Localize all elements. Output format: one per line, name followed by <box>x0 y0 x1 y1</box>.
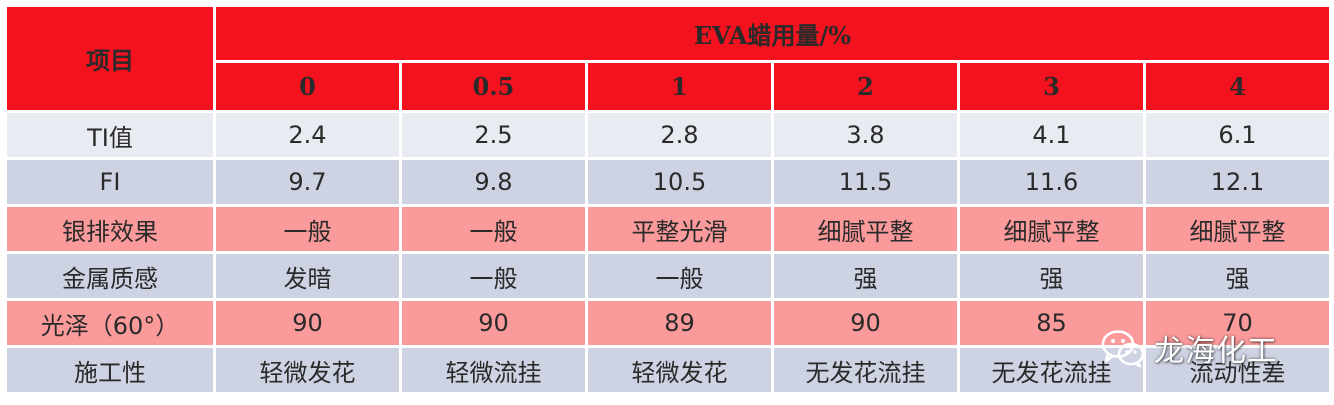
table-row: 金属质感 发暗 一般 一般 强 强 强 <box>7 254 1329 298</box>
header-col-2: 2 <box>774 63 957 110</box>
table-cell: 9.8 <box>402 160 585 204</box>
table-row: FI 9.7 9.8 10.5 11.5 11.6 12.1 <box>7 160 1329 204</box>
table-cell: 流动性差 <box>1146 348 1329 392</box>
table-cell: 6.1 <box>1146 113 1329 157</box>
table-cell: 轻微流挂 <box>402 348 585 392</box>
table-cell: 强 <box>960 254 1143 298</box>
eva-wax-table: 项目 EVA蜡用量/% 0 0.5 1 2 3 4 TI值 2.4 2.5 2.… <box>4 4 1332 395</box>
table-cell: 90 <box>402 301 585 345</box>
table-cell: 90 <box>774 301 957 345</box>
table-cell: 2.8 <box>588 113 771 157</box>
header-title-cell: EVA蜡用量/% <box>216 7 1329 60</box>
table-cell: 4.1 <box>960 113 1143 157</box>
header-col-0: 0 <box>216 63 399 110</box>
row-label: 光泽（60°） <box>7 301 213 345</box>
table-cell: 一般 <box>588 254 771 298</box>
header-col-0.5: 0.5 <box>402 63 585 110</box>
table-cell: 一般 <box>402 254 585 298</box>
header-col-4: 4 <box>1146 63 1329 110</box>
table-cell: 轻微发花 <box>588 348 771 392</box>
table-cell: 85 <box>960 301 1143 345</box>
row-label: 银排效果 <box>7 207 213 251</box>
table-cell: 轻微发花 <box>216 348 399 392</box>
header-col-3: 3 <box>960 63 1143 110</box>
table-cell: 11.6 <box>960 160 1143 204</box>
header-item-cell: 项目 <box>7 7 213 110</box>
table-cell: 12.1 <box>1146 160 1329 204</box>
table-cell: 细腻平整 <box>1146 207 1329 251</box>
table-cell: 无发花流挂 <box>774 348 957 392</box>
table-row: 光泽（60°） 90 90 89 90 85 70 <box>7 301 1329 345</box>
table-cell: 发暗 <box>216 254 399 298</box>
table-row: TI值 2.4 2.5 2.8 3.8 4.1 6.1 <box>7 113 1329 157</box>
row-label: 施工性 <box>7 348 213 392</box>
header-col-1: 1 <box>588 63 771 110</box>
row-label: 金属质感 <box>7 254 213 298</box>
table-cell: 90 <box>216 301 399 345</box>
table-cell: 89 <box>588 301 771 345</box>
table-cell: 强 <box>774 254 957 298</box>
table-cell: 无发花流挂 <box>960 348 1143 392</box>
table-row: 施工性 轻微发花 轻微流挂 轻微发花 无发花流挂 无发花流挂 流动性差 <box>7 348 1329 392</box>
table-cell: 3.8 <box>774 113 957 157</box>
table-cell: 细腻平整 <box>774 207 957 251</box>
row-label: FI <box>7 160 213 204</box>
table-cell: 9.7 <box>216 160 399 204</box>
row-label: TI值 <box>7 113 213 157</box>
table-cell: 10.5 <box>588 160 771 204</box>
table-cell: 一般 <box>216 207 399 251</box>
table-cell: 2.5 <box>402 113 585 157</box>
table-cell: 细腻平整 <box>960 207 1143 251</box>
table-cell: 强 <box>1146 254 1329 298</box>
table-cell: 11.5 <box>774 160 957 204</box>
table-cell: 70 <box>1146 301 1329 345</box>
table-cell: 一般 <box>402 207 585 251</box>
table-cell: 平整光滑 <box>588 207 771 251</box>
table-row: 银排效果 一般 一般 平整光滑 细腻平整 细腻平整 细腻平整 <box>7 207 1329 251</box>
table-cell: 2.4 <box>216 113 399 157</box>
